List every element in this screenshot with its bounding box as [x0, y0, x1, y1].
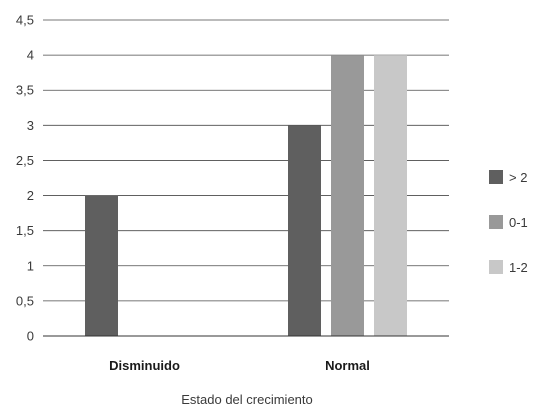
bar [374, 55, 407, 336]
legend: > 2 0-1 1-2 [489, 170, 528, 275]
category-labels: Disminuido Normal [109, 358, 370, 373]
legend-swatch [489, 260, 503, 274]
x-axis-title: Estado del crecimiento [181, 392, 313, 407]
bar [288, 125, 321, 336]
legend-label: 1-2 [509, 260, 528, 275]
y-tick-label: 4 [27, 48, 34, 63]
bars [85, 55, 407, 336]
y-tick-label: 2,5 [16, 153, 34, 168]
y-tick-labels: 0 0,5 1 1,5 2 2,5 3 3,5 4 4,5 [16, 13, 34, 344]
y-tick-label: 4,5 [16, 13, 34, 28]
legend-swatch [489, 170, 503, 184]
category-label: Disminuido [109, 358, 180, 373]
category-label: Normal [325, 358, 370, 373]
y-tick-label: 0,5 [16, 293, 34, 308]
y-tick-label: 0 [27, 329, 34, 344]
y-tick-label: 1,5 [16, 223, 34, 238]
legend-swatch [489, 215, 503, 229]
bar [331, 55, 364, 336]
legend-label: > 2 [509, 170, 527, 185]
legend-label: 0-1 [509, 215, 528, 230]
y-tick-label: 3,5 [16, 83, 34, 98]
bar [85, 195, 118, 336]
y-tick-label: 2 [27, 188, 34, 203]
y-tick-label: 3 [27, 118, 34, 133]
y-tick-label: 1 [27, 258, 34, 273]
